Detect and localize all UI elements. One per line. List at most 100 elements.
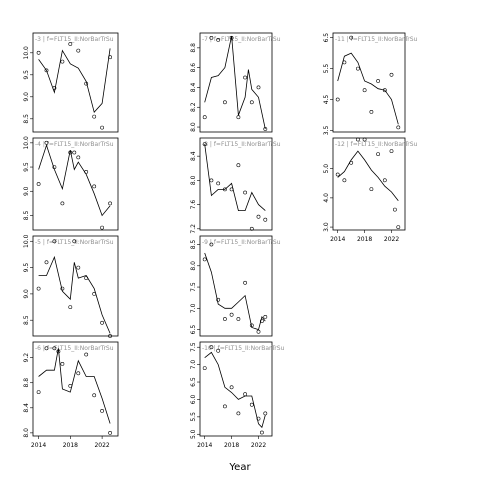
observed-point (376, 152, 381, 157)
observed-point (76, 48, 81, 53)
observed-point (72, 239, 77, 244)
observed-point (376, 79, 381, 83)
y-tick-label: 9.0 (23, 92, 30, 102)
observed-point (76, 371, 81, 376)
y-tick-label: 10.0 (23, 46, 30, 60)
observed-point (259, 430, 264, 435)
observed-point (60, 286, 65, 291)
panel-label: -7 | f=FLT15_II:NorBarTrSu (202, 36, 281, 43)
y-tick-label: 8.0 (190, 261, 197, 271)
observed-point (72, 150, 77, 155)
panel-label: -6 | f=FLT15_II:NorBarTrSu (35, 345, 114, 352)
fitted-line (204, 35, 266, 130)
y-tick-label: 8.8 (23, 378, 30, 388)
observed-point (243, 392, 248, 397)
observed-point (84, 169, 89, 174)
observed-point (92, 393, 97, 398)
panel-1: -7 | f=FLT15_II:NorBarTrSu 8.0 8.2 8.4 8.6 8.… (190, 32, 281, 133)
observed-point (349, 160, 354, 165)
y-tick-label: 8.4 (190, 151, 197, 161)
observed-point (68, 42, 73, 46)
observed-point (209, 242, 214, 247)
observed-point (92, 184, 97, 189)
observed-point (342, 60, 347, 65)
observed-point (369, 187, 374, 192)
y-tick-label: 9.0 (23, 289, 30, 299)
observed-point (369, 110, 374, 114)
y-tick-label: 9.5 (23, 70, 30, 80)
observed-point (52, 86, 57, 90)
y-tick-label: 8.6 (190, 63, 197, 73)
y-tick-label: 3.0 (323, 222, 330, 232)
observed-point (349, 35, 354, 40)
panel-5: -12 | f=FLT15_II:NorBarTrSu 3.0 4.0 5.0 2014… (323, 137, 418, 243)
observed-point (52, 165, 57, 170)
y-tick-label: 8.5 (23, 211, 30, 221)
observed-point (108, 334, 113, 338)
observed-point (222, 317, 227, 321)
observed-point (249, 323, 254, 328)
observed-point (382, 178, 387, 183)
y-tick-label: 7.6 (190, 200, 197, 210)
y-tick-label: 8.8 (190, 43, 197, 53)
observed-point (236, 317, 241, 321)
y-tick-label: 9.2 (23, 353, 30, 363)
fitted-line (38, 144, 111, 217)
y-tick-label: 9.5 (23, 162, 30, 172)
x-tick-label: 2018 (63, 442, 78, 449)
observed-point (382, 88, 387, 93)
observed-point (229, 312, 234, 317)
panel-label: -11 | f=FLT15_II:NorBarTrSu (335, 36, 418, 43)
panel-label: -3 | f=FLT15_II:NorBarTrSu (35, 36, 114, 43)
observed-point (209, 178, 214, 183)
observed-point (389, 149, 394, 154)
observed-point (249, 226, 254, 231)
y-tick-label: 8.0 (190, 175, 197, 185)
observed-point (60, 59, 65, 64)
y-tick-label: 3.5 (323, 126, 330, 136)
observed-point (202, 115, 207, 120)
panel-frame (332, 137, 406, 231)
fitted-line (38, 348, 111, 424)
observed-point (44, 260, 49, 265)
observed-point (92, 291, 97, 296)
observed-point (84, 276, 89, 281)
panel-label: -12 | f=FLT15_II:NorBarTrSu (335, 141, 418, 148)
observed-point (216, 181, 221, 186)
observed-point (335, 97, 340, 102)
observed-point (222, 100, 227, 105)
y-tick-label: 7.0 (190, 303, 197, 313)
observed-point (44, 346, 49, 351)
y-tick-label: 4.0 (323, 193, 330, 203)
observed-point (36, 286, 41, 291)
observed-point (256, 214, 261, 219)
panel-label: -8 | f=FLT15_II:NorBarTrSu (202, 141, 281, 148)
observed-point (259, 319, 264, 324)
fitted-line (38, 255, 111, 334)
panel-frame (32, 235, 119, 337)
y-tick-label: 8.4 (23, 403, 30, 413)
y-tick-label: 4.5 (323, 95, 330, 105)
observed-point (84, 352, 89, 357)
y-tick-label: 10.0 (23, 136, 30, 150)
observed-point (236, 115, 241, 120)
x-tick-label: 2018 (357, 236, 372, 243)
panel-label: -9 | f=FLT15_II:NorBarTrSu (202, 239, 281, 246)
observed-point (362, 88, 367, 93)
fitted-line (204, 351, 266, 429)
panel-frame (199, 341, 273, 437)
observed-point (216, 297, 221, 302)
panel-label: -4 | f=FLT15_II:NorBarTrSu (35, 141, 114, 148)
panel-6: -5 | f=FLT15_II:NorBarTrSu 8.5 9.0 9.5 10.0 (23, 234, 119, 338)
observed-point (108, 430, 113, 435)
observed-point (249, 100, 254, 105)
y-tick-label: 9.5 (23, 263, 30, 273)
x-tick-label: 2014 (330, 236, 345, 243)
panel-frame (32, 137, 119, 231)
observed-point (202, 142, 207, 147)
observed-point (108, 201, 113, 206)
y-tick-label: 6.0 (190, 394, 197, 404)
y-tick-label: 6.5 (190, 325, 197, 335)
y-tick-label: 7.0 (190, 360, 197, 370)
y-tick-label: 8.0 (190, 122, 197, 132)
